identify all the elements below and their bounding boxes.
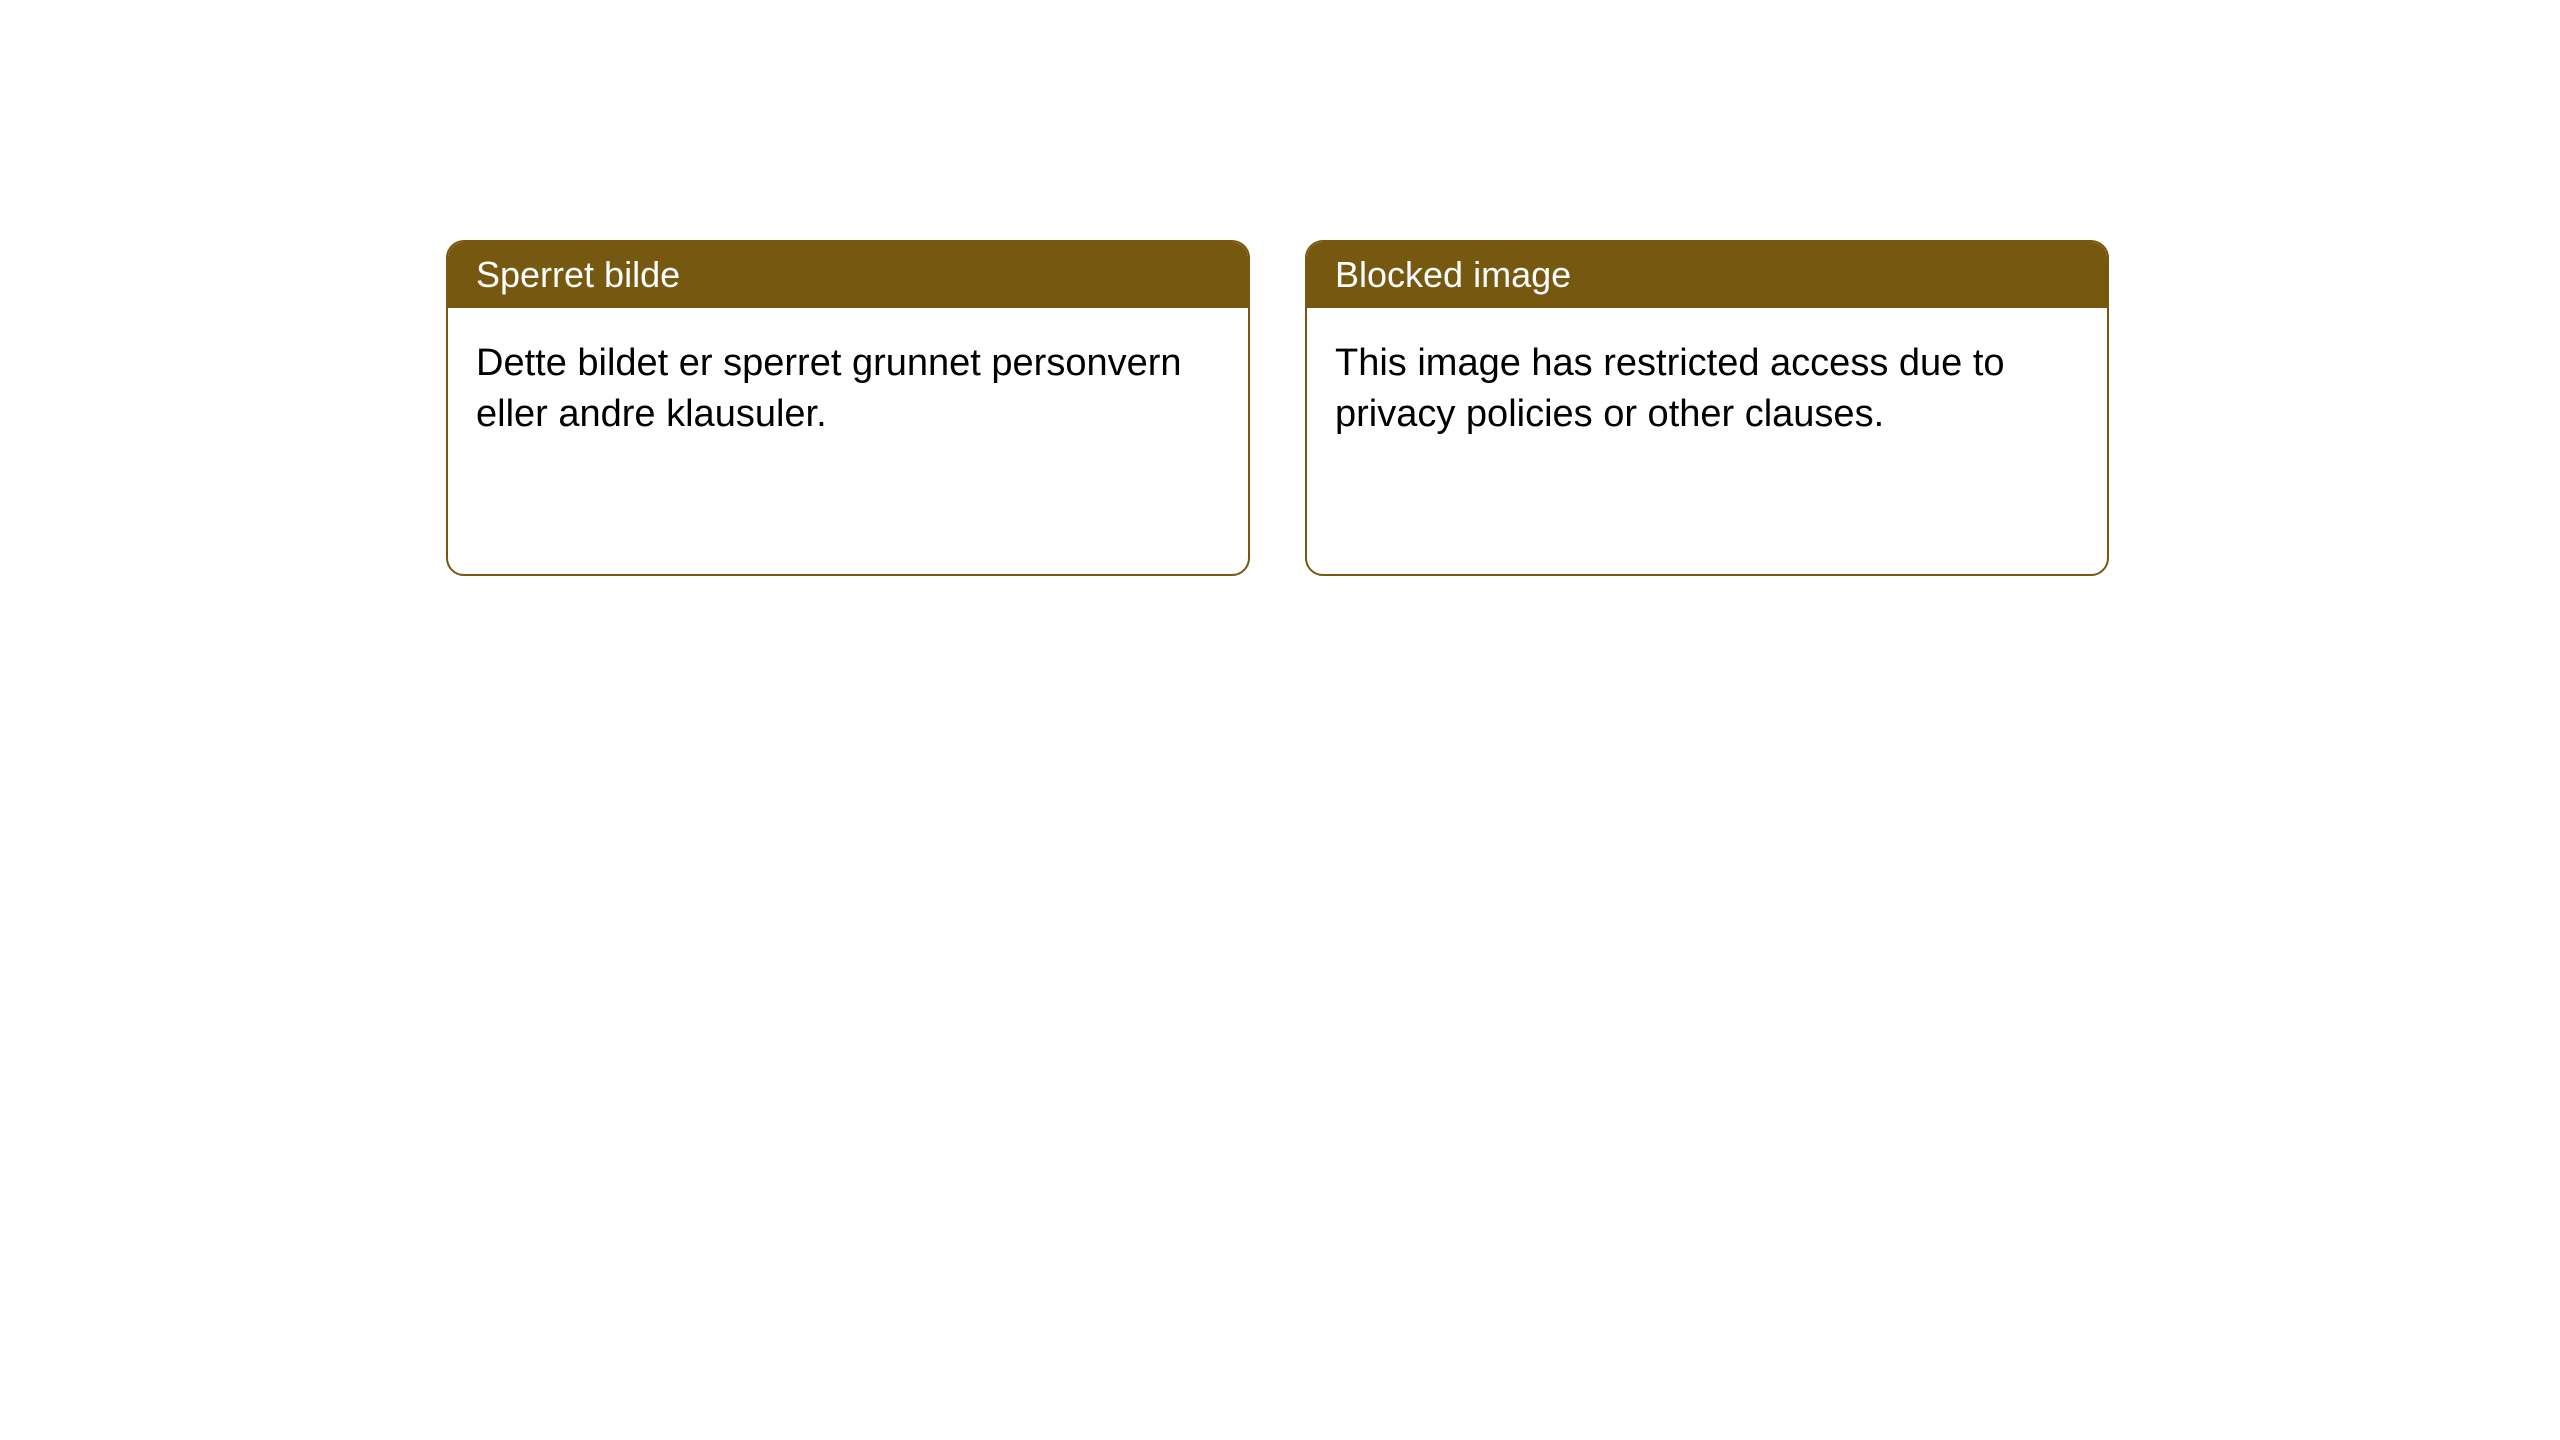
notice-container: Sperret bilde Dette bildet er sperret gr… [446, 240, 2109, 576]
notice-body: This image has restricted access due to … [1307, 308, 2107, 471]
notice-title: Blocked image [1335, 254, 1571, 295]
notice-body: Dette bildet er sperret grunnet personve… [448, 308, 1248, 471]
notice-body-text: Dette bildet er sperret grunnet personve… [476, 342, 1182, 435]
notice-title: Sperret bilde [476, 254, 680, 295]
notice-card-norwegian: Sperret bilde Dette bildet er sperret gr… [446, 240, 1250, 576]
notice-header: Sperret bilde [448, 242, 1248, 308]
notice-card-english: Blocked image This image has restricted … [1305, 240, 2109, 576]
notice-body-text: This image has restricted access due to … [1335, 342, 2005, 435]
notice-header: Blocked image [1307, 242, 2107, 308]
